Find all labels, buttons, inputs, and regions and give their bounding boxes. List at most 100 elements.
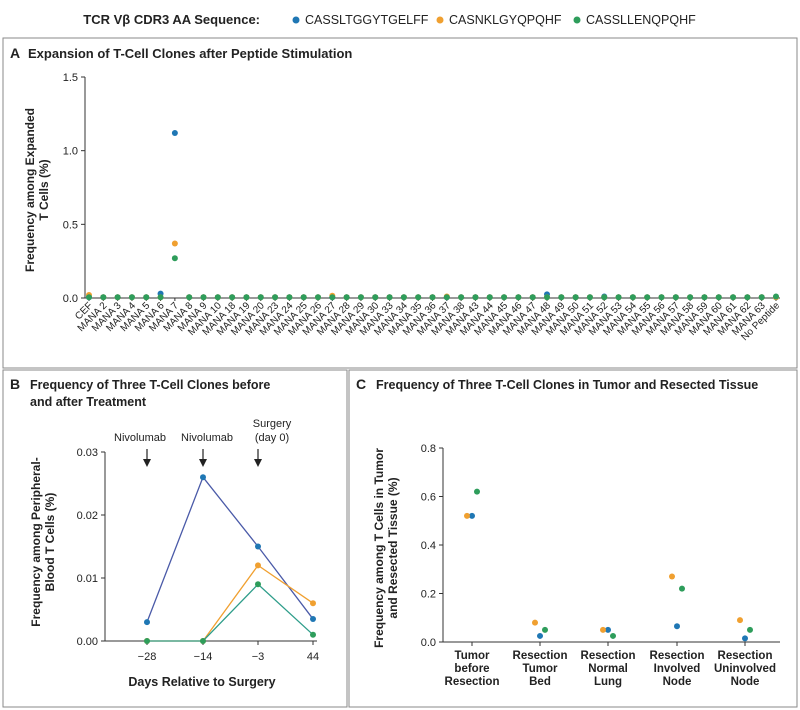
panel-c-point xyxy=(605,626,611,633)
panel-a-point xyxy=(415,294,422,301)
legend-title: TCR Vβ CDR3 AA Sequence: xyxy=(83,12,260,27)
legend-label-2: CASSLLENQPQHF xyxy=(586,13,696,27)
panel-b-series-line xyxy=(146,475,314,623)
panel-a-point xyxy=(315,294,321,301)
panel-a-point xyxy=(572,294,579,301)
panel-a-point xyxy=(730,294,737,301)
panel-c-x-tick-label: Normal xyxy=(588,663,628,675)
panel-c-point xyxy=(747,626,753,633)
panel-a-point xyxy=(200,294,207,301)
panel-c-point xyxy=(600,626,606,633)
panel-b-title-2: and after Treatment xyxy=(30,395,147,409)
panel-c-point xyxy=(537,632,543,639)
panel-a-point xyxy=(257,294,264,301)
panel-b-title-1: Frequency of Three T-Cell Clones before xyxy=(30,378,270,392)
panel-a-y-tick-label: 0.5 xyxy=(63,219,78,231)
panel-c-point xyxy=(542,626,548,633)
panel-c-x-tick-label: Resection xyxy=(650,650,705,662)
panel-a-point xyxy=(472,294,479,301)
legend-marker-0 xyxy=(292,16,300,24)
panel-c-x-tick-label: Resection xyxy=(718,650,773,662)
panel-a-letter: A xyxy=(10,45,20,61)
panel-c-y-tick-label: 0.8 xyxy=(421,443,436,455)
panel-a-point xyxy=(372,294,379,301)
panel-b-annotation-sub: (day 0) xyxy=(255,432,289,444)
panel-a-frame xyxy=(2,37,798,369)
panel-a-point xyxy=(672,294,679,301)
panel-a-point xyxy=(171,255,178,262)
panel-b-point xyxy=(310,615,316,622)
panel-a-point xyxy=(715,294,722,301)
panel-a-point xyxy=(458,294,465,301)
panel-b-letter: B xyxy=(10,376,20,392)
panel-a-point xyxy=(558,294,565,301)
panel-a-point xyxy=(214,294,221,301)
panel-b: B Frequency of Three T-Cell Clones befor… xyxy=(10,376,319,689)
panel-b-point xyxy=(255,543,261,550)
panel-a-point xyxy=(429,294,436,301)
panel-c-point xyxy=(532,619,538,626)
panel-c-x-tick-label: Uninvolved xyxy=(714,663,776,675)
panel-a-point xyxy=(171,240,178,247)
panel-b-annotation: Nivolumab xyxy=(181,432,233,444)
panel-b-point xyxy=(200,638,206,644)
panel-b-annotation: Surgery xyxy=(253,418,292,430)
panel-a-point xyxy=(229,294,236,301)
panel-b-y-tick-label: 0.03 xyxy=(77,447,98,459)
panel-a-point xyxy=(515,294,522,301)
legend-label-1: CASNKLGYQPQHF xyxy=(449,13,562,27)
panel-a-point xyxy=(601,294,608,301)
panel-c-title: Frequency of Three T-Cell Clones in Tumo… xyxy=(376,378,758,392)
panel-a-point xyxy=(128,294,135,301)
panel-c-x-tick-label: Node xyxy=(663,676,692,688)
panel-a-ylabel-1: Frequency among Expanded xyxy=(23,108,37,272)
panel-b-point xyxy=(255,562,261,569)
panel-c-x-tick-label: Involved xyxy=(654,663,701,675)
panel-c-point xyxy=(464,512,470,519)
panel-a-point xyxy=(272,294,279,301)
panel-c-point xyxy=(474,488,480,495)
panel-c-frame xyxy=(348,369,798,708)
panel-a-point xyxy=(400,294,407,301)
panel-c-point xyxy=(679,585,685,592)
panel-a-point xyxy=(286,294,293,301)
panel-a-point xyxy=(114,294,121,301)
panel-c-letter: C xyxy=(356,376,366,392)
panel-a-point xyxy=(629,294,636,301)
panel-c: C Frequency of Three T-Cell Clones in Tu… xyxy=(356,376,780,688)
panel-c-y-tick-label: 0.6 xyxy=(421,492,436,504)
panel-a-point xyxy=(186,294,193,301)
panel-b-x-tick-label: −14 xyxy=(194,651,213,663)
panel-b-point xyxy=(144,619,150,626)
panel-a-point xyxy=(658,294,665,301)
panel-c-point xyxy=(737,617,743,624)
panel-c-point xyxy=(469,512,475,519)
panel-a-title: Expansion of T-Cell Clones after Peptide… xyxy=(28,46,352,61)
legend: TCR Vβ CDR3 AA Sequence: CASSLTGGYTGELFF… xyxy=(83,12,696,27)
panel-b-ylabel-2: Blood T Cells (%) xyxy=(43,493,57,592)
panel-c-point xyxy=(610,632,616,639)
panel-c-x-tick-label: Resection xyxy=(513,650,568,662)
panel-a-ylabel-2: T Cells (%) xyxy=(37,159,51,220)
panel-c-y-tick-label: 0.0 xyxy=(421,637,436,649)
panel-b-point xyxy=(310,631,316,638)
panel-b-annotation: Nivolumab xyxy=(114,432,166,444)
panel-c-x-tick-label: Lung xyxy=(594,676,622,688)
panel-b-annotation-arrow-head xyxy=(254,459,262,467)
panel-b-y-tick-label: 0.02 xyxy=(77,510,98,522)
legend-marker-2 xyxy=(573,16,581,24)
panel-b-ylabel-1: Frequency among Peripheral- xyxy=(29,457,43,626)
panel-c-x-tick-label: before xyxy=(454,663,489,675)
panel-c-x-tick-label: Tumor xyxy=(455,650,490,662)
panel-a-point xyxy=(687,294,694,301)
panel-a-point xyxy=(386,294,393,301)
panel-c-x-tick-label: Bed xyxy=(529,676,551,688)
panel-a-y-tick-label: 1.0 xyxy=(63,146,78,158)
panel-a-point xyxy=(343,294,350,301)
panel-b-annotation-arrow-head xyxy=(199,459,207,467)
panel-b-y-tick-label: 0.01 xyxy=(77,573,98,585)
panel-b-point xyxy=(255,581,261,588)
panel-b-y-tick-label: 0.00 xyxy=(77,636,98,648)
panel-a-point xyxy=(544,294,550,301)
